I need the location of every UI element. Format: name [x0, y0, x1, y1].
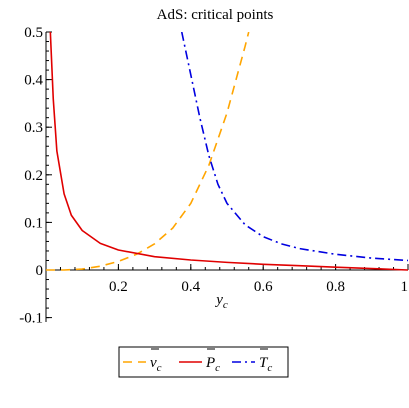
legend-label-p: Pc — [205, 355, 220, 374]
y-tick-label: 0 — [36, 263, 44, 279]
y-ticks: -0.1 0 0.1 0.2 0.3 0.4 0.5 — [19, 25, 52, 327]
legend-label-v: vc — [150, 355, 162, 374]
x-tick-label: 0.6 — [254, 279, 273, 295]
legend: vc Pc Tc — [118, 346, 289, 378]
series-line-v — [46, 32, 250, 271]
y-tick-label: 0.4 — [24, 73, 43, 89]
legend-box — [118, 346, 289, 378]
legend-items: vc Pc Tc — [123, 348, 272, 374]
series-line-p — [49, 32, 408, 271]
legend-label-t: Tc — [259, 355, 272, 374]
y-tick-label: 0.3 — [24, 120, 43, 136]
plot-area: -0.1 0 0.1 0.2 0.3 0.4 0.5 0.2 0.4 0.6 0.8 1 — [19, 25, 409, 327]
x-tick-label: 0.2 — [109, 279, 128, 295]
x-tick-label: 0.4 — [181, 279, 200, 295]
y-tick-label: 0.2 — [24, 168, 43, 184]
x-tick-label: 1 — [401, 279, 409, 295]
x-axis-label: yc — [214, 292, 228, 311]
chart-title: AdS: critical points — [157, 7, 274, 23]
series-lines — [46, 32, 408, 271]
y-tick-label: 0.5 — [24, 25, 43, 41]
x-tick-label: 0.8 — [326, 279, 345, 295]
y-tick-label: -0.1 — [19, 311, 43, 327]
y-tick-label: 0.1 — [24, 215, 43, 231]
